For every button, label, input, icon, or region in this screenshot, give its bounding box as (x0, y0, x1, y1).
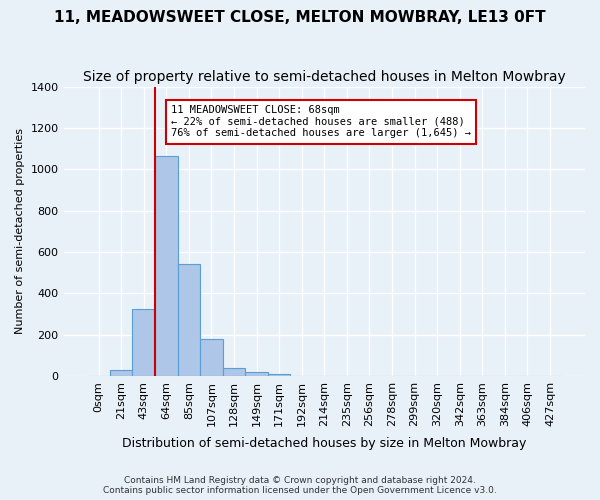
Bar (155, 156, 178, 376)
Bar (178, 264, 200, 376)
Bar (110, 370, 133, 376)
Text: 11, MEADOWSWEET CLOSE, MELTON MOWBRAY, LE13 0FT: 11, MEADOWSWEET CLOSE, MELTON MOWBRAY, L… (54, 10, 546, 25)
Title: Size of property relative to semi-detached houses in Melton Mowbray: Size of property relative to semi-detach… (83, 70, 566, 84)
Bar (245, 372, 268, 376)
Y-axis label: Number of semi-detached properties: Number of semi-detached properties (15, 128, 25, 334)
Bar (200, 339, 223, 376)
Text: 11 MEADOWSWEET CLOSE: 68sqm
← 22% of semi-detached houses are smaller (488)
76% : 11 MEADOWSWEET CLOSE: 68sqm ← 22% of sem… (171, 105, 471, 138)
Text: Contains HM Land Registry data © Crown copyright and database right 2024.
Contai: Contains HM Land Registry data © Crown c… (103, 476, 497, 495)
Bar (223, 368, 245, 376)
Bar (133, 308, 155, 376)
X-axis label: Distribution of semi-detached houses by size in Melton Mowbray: Distribution of semi-detached houses by … (122, 437, 526, 450)
Bar (268, 374, 290, 376)
